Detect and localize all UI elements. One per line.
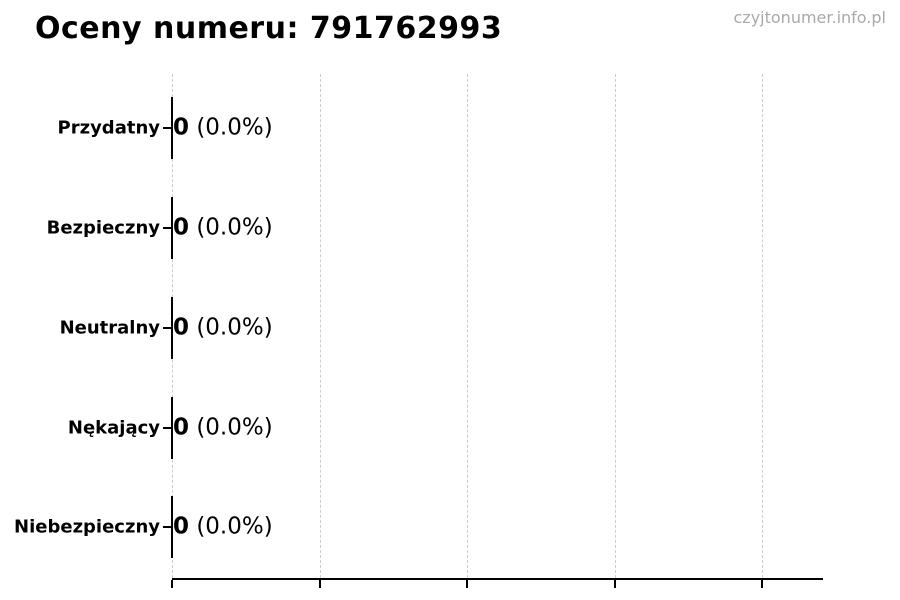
chart-title: Oceny numeru: 791762993 bbox=[35, 11, 503, 46]
category-label: Przydatny bbox=[57, 117, 160, 139]
bar-przydatny bbox=[171, 97, 173, 159]
gridline-3 bbox=[614, 74, 616, 578]
x-axis-tick bbox=[318, 580, 321, 588]
y-axis-tick bbox=[163, 227, 171, 229]
value-percent: (0.0%) bbox=[196, 513, 273, 540]
category-label: Niebezpieczny bbox=[14, 516, 160, 538]
bar-value-label: 0 (0.0%) bbox=[173, 114, 273, 140]
gridline-1 bbox=[319, 74, 321, 578]
bar-neutralny bbox=[171, 297, 173, 359]
x-axis-tick bbox=[466, 580, 468, 588]
gridline-2 bbox=[467, 74, 468, 578]
value-percent: (0.0%) bbox=[196, 314, 273, 341]
x-axis-tick bbox=[171, 580, 173, 588]
y-axis-tick bbox=[163, 526, 171, 528]
bar-nekajacy bbox=[171, 396, 173, 459]
x-axis-tick bbox=[613, 580, 616, 588]
y-axis-tick bbox=[163, 426, 171, 429]
value-count: 0 bbox=[173, 513, 190, 540]
bar-value-label: 0 (0.0%) bbox=[173, 214, 273, 240]
value-count: 0 bbox=[173, 413, 190, 440]
value-percent: (0.0%) bbox=[196, 413, 273, 440]
gridline-4 bbox=[762, 74, 763, 578]
x-axis-tick bbox=[761, 580, 763, 588]
category-label: Neutralny bbox=[59, 317, 160, 339]
value-percent: (0.0%) bbox=[196, 214, 273, 241]
bar-niebezpieczny bbox=[171, 496, 173, 558]
watermark-text: czyjtonumer.info.pl bbox=[733, 8, 887, 27]
value-percent: (0.0%) bbox=[196, 114, 273, 141]
category-label: Nękający bbox=[67, 417, 160, 438]
value-count: 0 bbox=[173, 114, 190, 141]
value-count: 0 bbox=[173, 314, 190, 341]
bar-bezpieczny bbox=[171, 197, 173, 259]
bar-value-label: 0 (0.0%) bbox=[173, 414, 273, 440]
bar-value-label: 0 (0.0%) bbox=[173, 314, 273, 340]
value-count: 0 bbox=[173, 214, 190, 241]
bar-value-label: 0 (0.0%) bbox=[173, 513, 273, 539]
y-axis-tick bbox=[163, 327, 171, 329]
y-axis-tick bbox=[163, 127, 171, 129]
plot-area: Przydatny 0 (0.0%) Bezpieczny 0 (0.0%) N… bbox=[14, 74, 823, 588]
category-label: Bezpieczny bbox=[46, 217, 160, 239]
